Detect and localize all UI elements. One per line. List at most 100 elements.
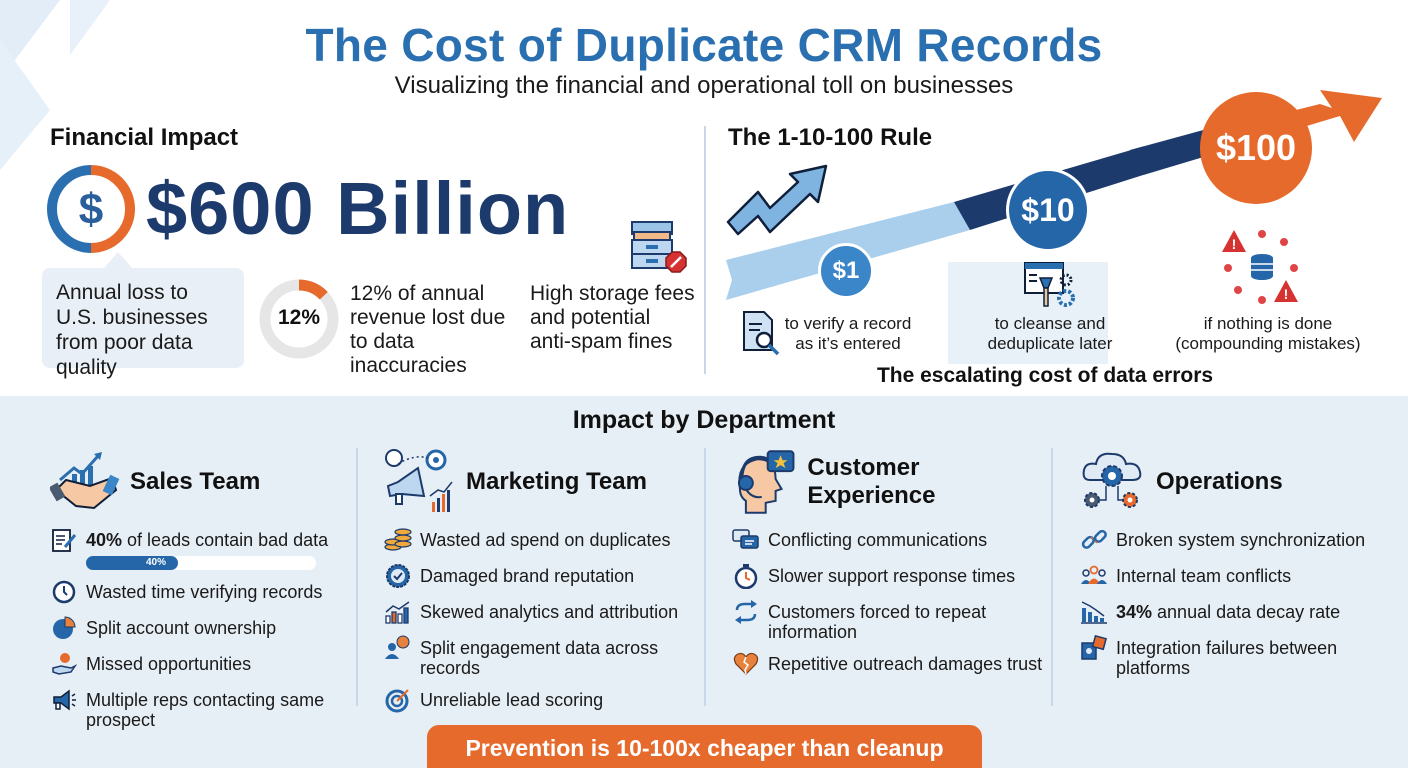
headset-agent-icon bbox=[737, 450, 795, 514]
cloud-gears-icon bbox=[1082, 452, 1142, 508]
megaphone-icon bbox=[50, 686, 78, 714]
dept-operations: Operations Broken system synchronization… bbox=[1080, 446, 1380, 678]
svg-text:!: ! bbox=[1284, 286, 1289, 302]
cost-step-100-label: if nothing is done (compounding mistakes… bbox=[1175, 314, 1361, 353]
item-text: Internal team conflicts bbox=[1116, 566, 1292, 586]
cost-step-1-label: to verify a record as it’s entered bbox=[784, 314, 912, 353]
item-text: Damaged brand reputation bbox=[420, 566, 635, 586]
database-warning-icon: ! ! bbox=[1222, 230, 1298, 304]
team-icon bbox=[1080, 562, 1108, 590]
section-divider bbox=[704, 126, 706, 374]
revenue-loss-text: 12% of annual revenue lost due to data i… bbox=[350, 282, 506, 377]
list-item: Unreliable lead scoring bbox=[384, 686, 694, 714]
item-text: Conflicting communications bbox=[768, 530, 988, 550]
item-text: Unreliable lead scoring bbox=[420, 690, 604, 710]
item-text: Slower support response times bbox=[768, 566, 1016, 586]
progress-fill: 40% bbox=[86, 556, 178, 570]
page-subtitle: Visualizing the financial and operationa… bbox=[394, 72, 1014, 99]
bar-chart-icon bbox=[384, 598, 412, 626]
list-item: 40% of leads contain bad data bbox=[50, 526, 340, 554]
rule-caption: The escalating cost of data errors bbox=[876, 364, 1214, 387]
hand-coin-icon bbox=[50, 650, 78, 678]
page-title: The Cost of Duplicate CRM Records bbox=[305, 19, 1103, 71]
item-text: Split account ownership bbox=[86, 618, 277, 638]
list-item: Wasted time verifying records bbox=[50, 578, 340, 606]
growth-arrow-icon bbox=[726, 164, 828, 236]
user-chat-icon bbox=[384, 634, 412, 662]
list-item: Broken system synchronization bbox=[1080, 526, 1380, 554]
item-text: of leads contain bad data bbox=[122, 530, 329, 550]
annual-loss-callout: Annual loss to U.S. businesses from poor… bbox=[42, 252, 244, 379]
item-text: Missed opportunities bbox=[86, 654, 252, 674]
list-item: Damaged brand reputation bbox=[384, 562, 694, 590]
rule-heading: The 1-10-100 Rule bbox=[728, 124, 933, 151]
item-text: Repetitive outreach damages trust bbox=[768, 654, 1043, 674]
cost-step-10-label: to cleanse and deduplicate later bbox=[987, 314, 1113, 353]
broken-link-icon bbox=[1080, 526, 1108, 554]
list-item: Multiple reps contacting same prospect bbox=[50, 686, 340, 730]
item-text: Multiple reps contacting same prospect bbox=[86, 690, 325, 730]
file-cabinet-blocked-icon bbox=[631, 221, 687, 273]
dept-name: Customer Experience bbox=[807, 454, 936, 509]
declining-chart-icon bbox=[1080, 598, 1108, 626]
department-heading: Impact by Department bbox=[572, 406, 836, 434]
list-item: Split engagement data across records bbox=[384, 634, 694, 678]
financial-loss-value: $600 Billion bbox=[146, 167, 570, 250]
list-item: Split account ownership bbox=[50, 614, 340, 642]
dept-customer-experience: Customer Experience Conflicting communic… bbox=[732, 446, 1052, 678]
item-text: Split engagement data across records bbox=[420, 638, 659, 678]
broken-heart-icon bbox=[732, 650, 760, 678]
list-item: Customers forced to repeat information bbox=[732, 598, 1052, 642]
item-text: Customers forced to repeat information bbox=[768, 602, 987, 642]
dept-divider bbox=[704, 448, 706, 706]
item-text: Wasted time verifying records bbox=[86, 582, 323, 602]
item-text: Integration failures between platforms bbox=[1116, 638, 1338, 678]
list-item: Repetitive outreach damages trust bbox=[732, 650, 1052, 678]
chat-bubbles-icon bbox=[732, 526, 760, 554]
financial-impact-heading: Financial Impact bbox=[50, 124, 239, 151]
list-item: Integration failures between platforms bbox=[1080, 634, 1380, 678]
dollar-ring-icon: $ bbox=[47, 165, 135, 253]
item-text: Wasted ad spend on duplicates bbox=[420, 530, 671, 550]
prevention-banner: Prevention is 10-100x cheaper than clean… bbox=[427, 725, 982, 768]
svg-text:!: ! bbox=[1232, 236, 1237, 252]
document-edit-icon bbox=[50, 526, 78, 554]
list-item: Missed opportunities bbox=[50, 650, 340, 678]
list-item: Skewed analytics and attribution bbox=[384, 598, 694, 626]
bad-data-progress-bar: 40% bbox=[86, 556, 316, 570]
target-icon bbox=[384, 686, 412, 714]
svg-text:$: $ bbox=[79, 185, 103, 234]
dept-divider bbox=[1051, 448, 1053, 706]
puzzle-icon bbox=[1080, 634, 1108, 662]
handshake-growth-icon bbox=[50, 452, 120, 510]
pie-chart-icon bbox=[50, 614, 78, 642]
badge-check-icon bbox=[384, 562, 412, 590]
dept-name: Marketing Team bbox=[466, 468, 647, 495]
cost-step-1-badge: $1 bbox=[818, 243, 874, 299]
dept-name: Sales Team bbox=[130, 468, 261, 495]
cost-step-100-badge: $100 bbox=[1200, 92, 1312, 204]
megaphone-target-icon bbox=[385, 449, 453, 512]
document-search-icon bbox=[743, 311, 780, 356]
item-text: Skewed analytics and attribution bbox=[420, 602, 679, 622]
list-item: Internal team conflicts bbox=[1080, 562, 1380, 590]
dept-sales: Sales Team 40% of leads contain bad data… bbox=[50, 446, 340, 730]
dept-divider bbox=[356, 448, 358, 706]
revenue-loss-donut bbox=[259, 279, 339, 359]
stopwatch-icon bbox=[732, 562, 760, 590]
coins-icon bbox=[384, 526, 412, 554]
donut-label: 12% bbox=[277, 306, 321, 329]
repeat-icon bbox=[732, 598, 760, 626]
stat-highlight: 40% bbox=[86, 530, 123, 550]
stat-highlight: 34% bbox=[1116, 602, 1153, 622]
clock-icon bbox=[50, 578, 78, 606]
item-text: annual data decay rate bbox=[1152, 602, 1341, 622]
dept-name: Operations bbox=[1156, 468, 1283, 495]
list-item: Conflicting communications bbox=[732, 526, 1052, 554]
item-text: Broken system synchronization bbox=[1116, 530, 1366, 550]
list-item: 34% annual data decay rate bbox=[1080, 598, 1380, 626]
cleanse-tools-icon bbox=[1024, 262, 1075, 307]
list-item: Slower support response times bbox=[732, 562, 1052, 590]
storage-fees-text: High storage fees and potential anti-spa… bbox=[530, 282, 695, 353]
dept-marketing: Marketing Team Wasted ad spend on duplic… bbox=[384, 446, 694, 714]
